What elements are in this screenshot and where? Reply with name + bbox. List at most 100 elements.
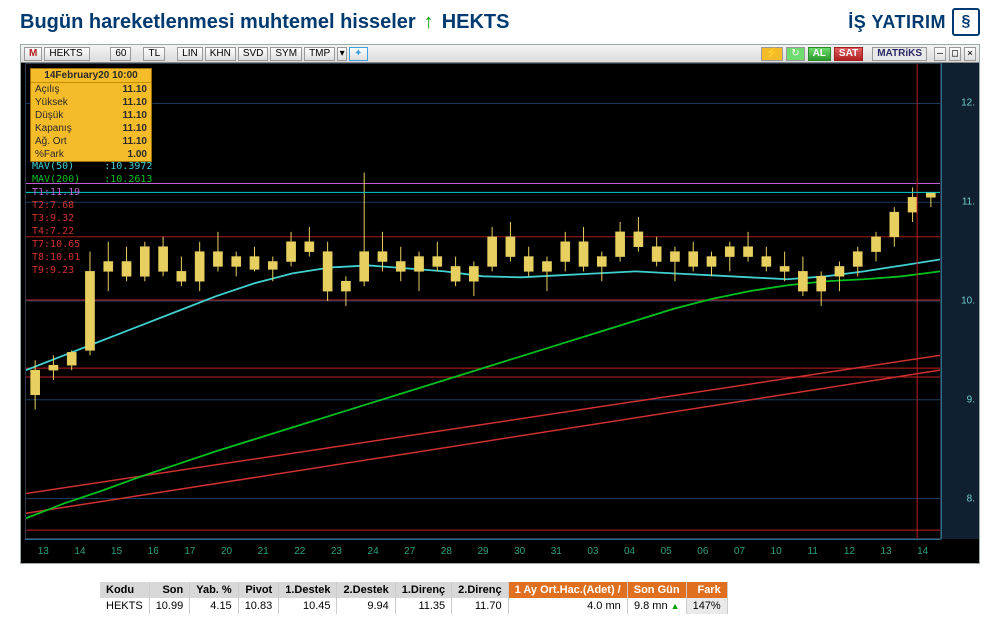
summary-table: KoduSonYab. %Pivot1.Destek2.Destek1.Dire… xyxy=(100,582,728,614)
x-tick-label: 06 xyxy=(697,546,708,557)
col-header: Kodu xyxy=(100,582,149,598)
minimize-icon[interactable]: ‒ xyxy=(934,47,946,61)
x-tick-label: 29 xyxy=(477,546,488,557)
x-tick-label: 20 xyxy=(221,546,232,557)
currency-button[interactable]: TL xyxy=(143,47,165,61)
x-tick-label: 14 xyxy=(917,546,928,557)
x-axis: 1314151617202122232427282930310304050607… xyxy=(25,539,941,563)
indicator-label: MAV(200) :10.2613 xyxy=(32,173,152,186)
page-title: Bugün hareketlenmesi muhtemel hisseler xyxy=(20,11,416,34)
ohlc-title: 14February20 10:00 xyxy=(31,69,151,83)
col-header: Yab. % xyxy=(190,582,238,598)
indicator-label: T4:7.22 xyxy=(32,225,152,238)
ohlc-tooltip: 14February20 10:00 Açılış11.10Yüksek11.1… xyxy=(30,68,152,162)
matriks-label: MATRiKS xyxy=(872,47,927,61)
summary-header-row: KoduSonYab. %Pivot1.Destek2.Destek1.Dire… xyxy=(100,582,727,598)
cell-d1: 10.45 xyxy=(279,598,337,614)
x-tick-label: 10 xyxy=(771,546,782,557)
symbol-button[interactable]: HEKTS xyxy=(44,47,90,61)
x-tick-label: 13 xyxy=(880,546,891,557)
y-tick-label: 10. xyxy=(961,296,975,307)
col-header: 1.Direnç xyxy=(395,582,451,598)
x-tick-label: 21 xyxy=(258,546,269,557)
title-block: Bugün hareketlenmesi muhtemel hisseler ↑… xyxy=(20,11,509,34)
chart-area: 14February20 10:00 Açılış11.10Yüksek11.1… xyxy=(21,63,979,563)
indicator-label: MAV(50) :10.3972 xyxy=(32,160,152,173)
x-tick-label: 23 xyxy=(331,546,342,557)
brand: İŞ YATIRIM § xyxy=(848,8,980,36)
toolbar-btn-khn[interactable]: KHN xyxy=(205,47,236,61)
ohlc-row: Ağ. Ort11.10 xyxy=(31,135,151,148)
toolbar-btn-sym[interactable]: SYM xyxy=(270,47,302,61)
symbol-title: HEKTS xyxy=(442,11,510,34)
cell-r2: 11.70 xyxy=(452,598,508,614)
x-tick-label: 13 xyxy=(38,546,49,557)
x-tick-label: 15 xyxy=(111,546,122,557)
indicator-label: T7:10.65 xyxy=(32,238,152,251)
ohlc-row: Düşük11.10 xyxy=(31,109,151,122)
indicator-labels: MAV(50) :10.3972MAV(200) :10.2613T1:11.1… xyxy=(32,160,152,277)
x-tick-label: 24 xyxy=(368,546,379,557)
y-axis: 8. 9. 10. 11. 12. xyxy=(941,63,979,539)
col-header: 1.Destek xyxy=(279,582,337,598)
twitter-icon[interactable]: ✦ xyxy=(349,47,367,61)
y-tick-label: 8. xyxy=(967,494,975,505)
col-header-orange: Son Gün xyxy=(627,582,686,598)
toolbar-btn-svd[interactable]: SVD xyxy=(238,47,269,61)
y-tick-label: 11. xyxy=(962,196,975,207)
toolbar-right: ⚡ ↻ AL SAT MATRiKS ‒ □ × xyxy=(760,47,977,61)
indicator-label: T1:11.19 xyxy=(32,186,152,199)
flash-icon[interactable]: ⚡ xyxy=(761,47,783,61)
toolbar-btn-tmp[interactable]: TMP xyxy=(304,47,335,61)
x-tick-label: 27 xyxy=(404,546,415,557)
chart-window: M HEKTS 60 TL LINKHNSVDSYMTMP ▾ ✦ ⚡ ↻ AL… xyxy=(20,44,980,564)
summary-data-row: HEKTS 10.99 4.15 10.83 10.45 9.94 11.35 … xyxy=(100,598,727,614)
toolbar-left: M HEKTS 60 TL LINKHNSVDSYMTMP ▾ ✦ xyxy=(21,47,369,61)
x-tick-label: 22 xyxy=(294,546,305,557)
y-tick-label: 12. xyxy=(961,97,975,108)
cell-pivot: 10.83 xyxy=(238,598,279,614)
brand-text: İŞ YATIRIM xyxy=(848,12,946,33)
col-header: Son xyxy=(149,582,190,598)
cell-son: 10.99 xyxy=(149,598,190,614)
y-tick-label: 9. xyxy=(967,395,975,406)
x-tick-label: 04 xyxy=(624,546,635,557)
col-header-fark: Fark xyxy=(686,582,727,598)
period-button[interactable]: 60 xyxy=(110,47,131,61)
chart-plot[interactable]: 14February20 10:00 Açılış11.10Yüksek11.1… xyxy=(25,63,941,539)
brand-icon: § xyxy=(952,8,980,36)
x-tick-label: 07 xyxy=(734,546,745,557)
col-header: 2.Direnç xyxy=(452,582,508,598)
mx-button[interactable]: M xyxy=(24,47,42,61)
page-header: Bugün hareketlenmesi muhtemel hisseler ↑… xyxy=(0,0,1000,40)
ohlc-row: Yüksek11.10 xyxy=(31,96,151,109)
col-header: Pivot xyxy=(238,582,279,598)
x-tick-label: 14 xyxy=(74,546,85,557)
x-tick-label: 17 xyxy=(184,546,195,557)
cell-hac: 4.0 mn xyxy=(508,598,627,614)
x-tick-label: 12 xyxy=(844,546,855,557)
cell-fark: 147% xyxy=(686,598,727,614)
toolbar-btn-lin[interactable]: LIN xyxy=(177,47,203,61)
col-header: 2.Destek xyxy=(337,582,395,598)
ohlc-row: Kapanış11.10 xyxy=(31,122,151,135)
cell-kodu: HEKTS xyxy=(100,598,149,614)
cell-r1: 11.35 xyxy=(395,598,451,614)
scroll-thumb[interactable] xyxy=(391,558,939,562)
x-tick-label: 31 xyxy=(551,546,562,557)
triangle-up-icon: ▲ xyxy=(671,601,680,611)
x-tick-label: 05 xyxy=(661,546,672,557)
maximize-icon[interactable]: □ xyxy=(949,47,961,61)
refresh-icon[interactable]: ↻ xyxy=(786,47,804,61)
chart-toolbar: M HEKTS 60 TL LINKHNSVDSYMTMP ▾ ✦ ⚡ ↻ AL… xyxy=(21,45,979,63)
arrow-up-icon: ↑ xyxy=(424,11,434,34)
indicator-label: T2:7.68 xyxy=(32,199,152,212)
close-icon[interactable]: × xyxy=(964,47,976,61)
x-tick-label: 28 xyxy=(441,546,452,557)
x-tick-label: 30 xyxy=(514,546,525,557)
x-tick-label: 11 xyxy=(808,546,818,557)
buy-button[interactable]: AL xyxy=(808,47,831,61)
sell-button[interactable]: SAT xyxy=(834,47,863,61)
cell-d2: 9.94 xyxy=(337,598,395,614)
dropdown-icon[interactable]: ▾ xyxy=(337,47,347,61)
